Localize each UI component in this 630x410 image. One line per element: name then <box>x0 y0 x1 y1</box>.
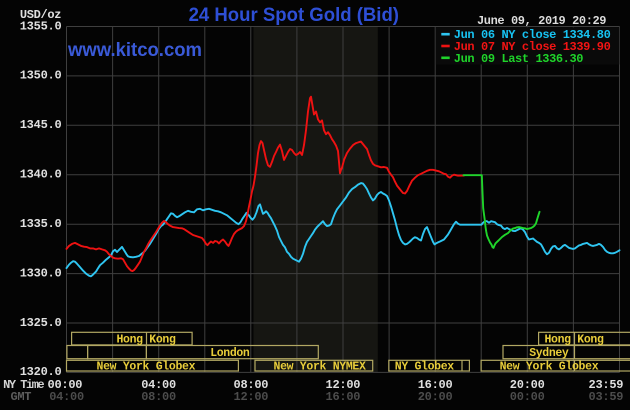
svg-text:20:00: 20:00 <box>418 390 453 404</box>
svg-text:03:59: 03:59 <box>589 390 624 404</box>
svg-text:1340.0: 1340.0 <box>20 168 62 182</box>
svg-text:June 09, 2019 20:29: June 09, 2019 20:29 <box>477 14 607 28</box>
svg-text:GMT: GMT <box>11 390 32 404</box>
svg-text:London: London <box>210 347 250 360</box>
svg-text:1335.0: 1335.0 <box>20 217 62 231</box>
svg-text:00:00: 00:00 <box>48 378 83 392</box>
svg-text:12:00: 12:00 <box>326 378 361 392</box>
svg-text:NY Time: NY Time <box>3 378 45 392</box>
svg-text:00:00: 00:00 <box>510 390 545 404</box>
svg-text:20:00: 20:00 <box>510 378 545 392</box>
svg-text:1330.0: 1330.0 <box>20 266 62 280</box>
svg-text:New York Globex: New York Globex <box>97 361 196 374</box>
svg-text:1345.0: 1345.0 <box>20 118 62 132</box>
svg-text:16:00: 16:00 <box>418 378 453 392</box>
svg-text:24 Hour Spot Gold (Bid): 24 Hour Spot Gold (Bid) <box>189 4 399 26</box>
svg-text:www.kitco.com: www.kitco.com <box>67 40 202 61</box>
svg-text:1355.0: 1355.0 <box>20 19 62 33</box>
svg-text:1350.0: 1350.0 <box>20 69 62 83</box>
svg-text:Hong Kong: Hong Kong <box>117 334 176 347</box>
svg-text:12:00: 12:00 <box>234 390 269 404</box>
svg-text:04:00: 04:00 <box>49 390 84 404</box>
svg-text:New York Globex: New York Globex <box>500 361 599 374</box>
svg-text:Jun 06 NY close 1334.80: Jun 06 NY close 1334.80 <box>454 28 611 42</box>
svg-text:08:00: 08:00 <box>141 390 176 404</box>
svg-text:08:00: 08:00 <box>234 378 269 392</box>
svg-text:1320.0: 1320.0 <box>20 365 62 379</box>
svg-text:USD/oz: USD/oz <box>20 8 62 22</box>
svg-text:23:59: 23:59 <box>589 378 624 392</box>
svg-text:04:00: 04:00 <box>141 378 176 392</box>
svg-text:1325.0: 1325.0 <box>20 316 62 330</box>
svg-text:Jun 09 Last 1336.30: Jun 09 Last 1336.30 <box>454 52 584 66</box>
svg-text:16:00: 16:00 <box>326 390 361 404</box>
svg-text:Jun 07 NY close 1339.90: Jun 07 NY close 1339.90 <box>454 40 611 54</box>
svg-text:NY Globex: NY Globex <box>395 361 454 374</box>
svg-text:New York NYMEX: New York NYMEX <box>274 361 366 374</box>
svg-text:Sydney: Sydney <box>529 347 569 360</box>
svg-text:Hong Kong: Hong Kong <box>545 334 604 347</box>
